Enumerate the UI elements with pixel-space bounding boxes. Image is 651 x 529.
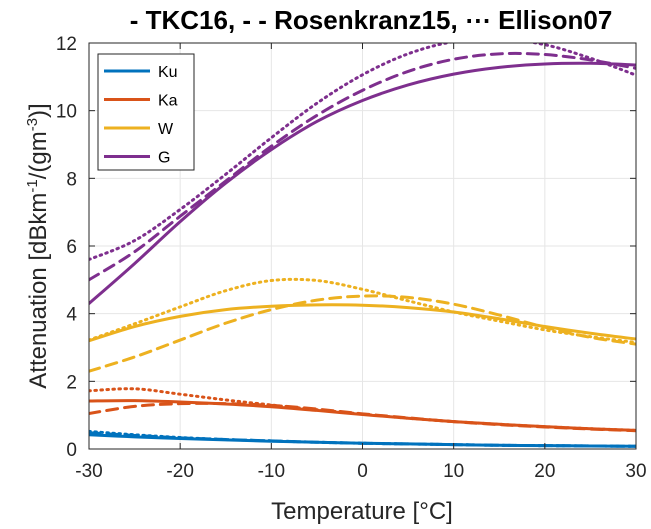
x-tick-label: 20 <box>534 461 555 482</box>
axis-ticks: -30 -20 -10 0 10 20 30 0 2 4 6 8 10 12 <box>56 34 647 482</box>
y-axis-label-sup1: -1 <box>24 179 41 192</box>
grid <box>89 43 636 449</box>
x-tick-label: -20 <box>166 461 193 482</box>
x-axis-label: Temperature [°C] <box>271 498 453 525</box>
y-axis-label-main: Attenuation [dBkm <box>25 193 52 389</box>
y-axis-label-sup2: -3 <box>24 118 41 131</box>
y-axis-label-mid: /(gm <box>25 131 52 179</box>
y-tick-label: 8 <box>66 169 77 190</box>
legend-label-g: G <box>158 150 170 167</box>
series-line-g-rosenkranz15 <box>89 51 636 282</box>
chart-title: - TKC16, - - Rosenkranz15, ⋯ Ellison07 <box>130 5 613 35</box>
x-tick-label: 0 <box>357 461 368 482</box>
legend-label-w: W <box>158 121 174 138</box>
x-tick-label: -30 <box>75 461 102 482</box>
series-line-w-rosenkranz15 <box>89 294 636 373</box>
series-line-g-tkc16 <box>89 61 636 306</box>
x-tick-label: -10 <box>258 461 285 482</box>
x-tick-label: 10 <box>443 461 464 482</box>
legend-box <box>97 53 195 171</box>
legend-label-ku: Ku <box>158 64 178 81</box>
legend-label-ka: Ka <box>158 93 178 110</box>
series-line-ka-ellison07 <box>89 387 636 432</box>
y-tick-label: 4 <box>66 305 77 326</box>
y-axis-label: Attenuation [dBkm-1/(gm-3)] <box>24 103 52 388</box>
y-tick-label: 6 <box>66 237 77 258</box>
y-tick-label: 2 <box>66 372 77 393</box>
y-tick-label: 0 <box>66 440 77 461</box>
legend: Ku Ka WG <box>97 53 195 171</box>
y-tick-label: 10 <box>56 102 77 123</box>
series-line-w-ellison07 <box>89 277 636 344</box>
y-tick-label: 12 <box>56 34 77 55</box>
y-axis-label-end: )] <box>25 103 52 118</box>
x-tick-label: 30 <box>625 461 646 482</box>
